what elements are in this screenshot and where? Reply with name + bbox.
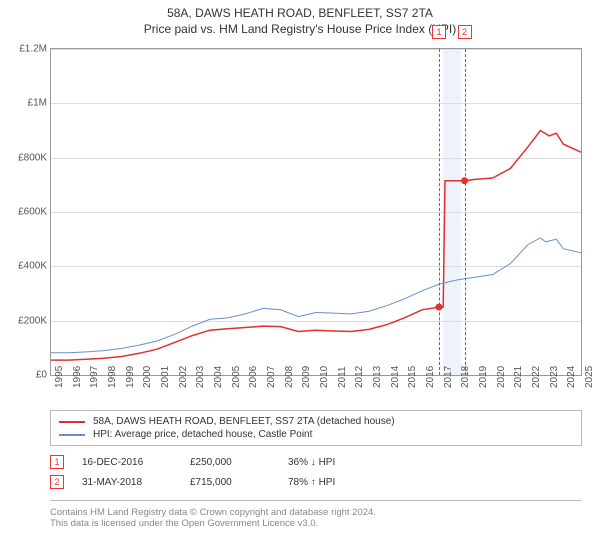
- legend-label: 58A, DAWS HEATH ROAD, BENFLEET, SS7 2TA …: [93, 416, 395, 427]
- event-number: 1: [50, 455, 64, 469]
- event-price: £250,000: [190, 457, 270, 468]
- legend-row: HPI: Average price, detached house, Cast…: [59, 428, 573, 441]
- legend-swatch: [59, 421, 85, 423]
- x-axis-label: 2025: [584, 366, 595, 388]
- y-axis-label: £400K: [7, 261, 47, 272]
- event-number: 2: [50, 475, 64, 489]
- event-delta: 78% ↑ HPI: [288, 477, 388, 488]
- y-axis-label: £0: [7, 370, 47, 381]
- marker-number: 2: [458, 25, 472, 39]
- marker-number: 1: [432, 25, 446, 39]
- event-row: 1 16-DEC-2016 £250,000 36% ↓ HPI: [50, 452, 582, 472]
- chart-title-1: 58A, DAWS HEATH ROAD, BENFLEET, SS7 2TA: [0, 6, 600, 20]
- event-date: 31-MAY-2018: [82, 477, 172, 488]
- y-axis-label: £200K: [7, 315, 47, 326]
- marker-line: [439, 49, 440, 375]
- y-axis-label: £600K: [7, 207, 47, 218]
- event-date: 16-DEC-2016: [82, 457, 172, 468]
- y-axis-label: £800K: [7, 152, 47, 163]
- series-line-0: [51, 131, 581, 361]
- marker-line: [465, 49, 466, 375]
- event-table: 1 16-DEC-2016 £250,000 36% ↓ HPI 2 31-MAY-201…: [50, 452, 582, 492]
- y-axis-label: £1.2M: [7, 44, 47, 55]
- series-line-1: [51, 238, 581, 353]
- y-axis-label: £1M: [7, 98, 47, 109]
- event-delta: 36% ↓ HPI: [288, 457, 388, 468]
- chart-area: £0£200K£400K£600K£800K£1M£1.2M1995199619…: [50, 48, 582, 376]
- legend: 58A, DAWS HEATH ROAD, BENFLEET, SS7 2TA …: [50, 410, 582, 446]
- legend-row: 58A, DAWS HEATH ROAD, BENFLEET, SS7 2TA …: [59, 415, 573, 428]
- legend-swatch: [59, 434, 85, 436]
- legend-label: HPI: Average price, detached house, Cast…: [93, 429, 312, 440]
- footer: Contains HM Land Registry data © Crown c…: [50, 500, 582, 529]
- footer-line-1: Contains HM Land Registry data © Crown c…: [50, 507, 582, 518]
- event-price: £715,000: [190, 477, 270, 488]
- chart-title-2: Price paid vs. HM Land Registry's House …: [0, 22, 600, 36]
- event-row: 2 31-MAY-2018 £715,000 78% ↑ HPI: [50, 472, 582, 492]
- footer-line-2: This data is licensed under the Open Gov…: [50, 518, 582, 529]
